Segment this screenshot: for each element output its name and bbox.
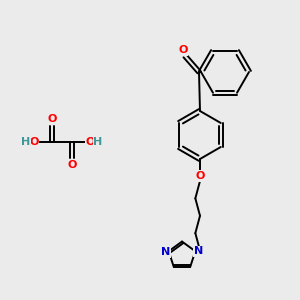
Text: O: O bbox=[85, 137, 95, 147]
Text: N: N bbox=[194, 246, 203, 256]
Text: H: H bbox=[21, 137, 31, 147]
Text: H: H bbox=[93, 137, 103, 147]
Text: O: O bbox=[29, 137, 39, 147]
Text: O: O bbox=[195, 171, 205, 181]
Text: O: O bbox=[47, 114, 57, 124]
Text: N: N bbox=[161, 247, 170, 257]
Text: O: O bbox=[178, 45, 188, 55]
Text: O: O bbox=[67, 160, 77, 170]
